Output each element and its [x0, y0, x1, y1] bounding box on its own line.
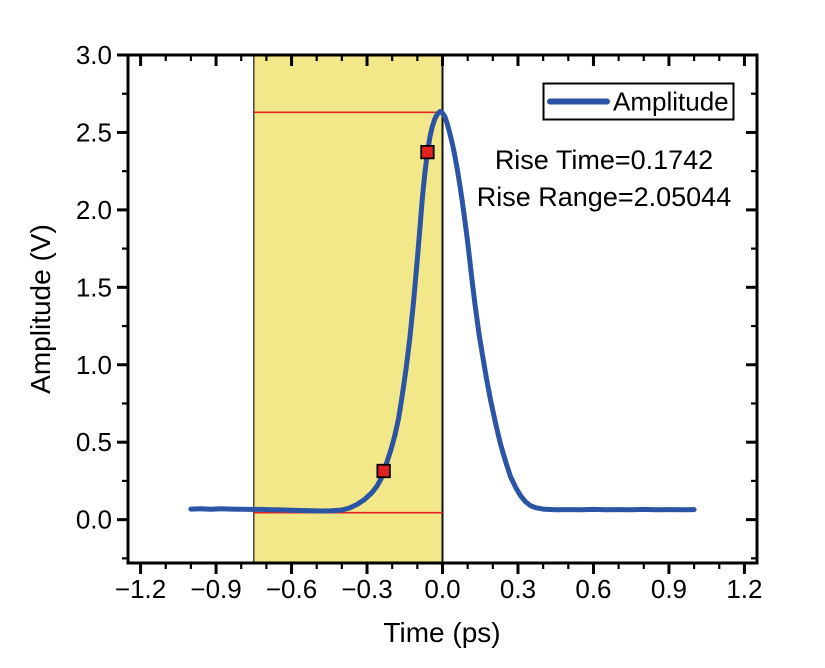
- axes-frame: [126, 53, 759, 565]
- amplitude-curve: [188, 109, 697, 514]
- x-tick-label: −0.9: [190, 574, 241, 604]
- legend: Amplitude: [542, 82, 735, 121]
- y-tick-label: 0.5: [76, 427, 112, 457]
- y-tick-label: 1.5: [76, 272, 112, 302]
- x-tick-label: −0.3: [341, 574, 392, 604]
- x-tick-label: 0.9: [651, 574, 687, 604]
- x-tick-label: −1.2: [115, 574, 166, 604]
- x-tick-label: 1.2: [726, 574, 762, 604]
- low-threshold-marker: [376, 463, 391, 479]
- x-axis-title: Time (ps): [383, 617, 500, 648]
- y-tick-label: 2.0: [76, 195, 112, 225]
- x-tick-label: −0.6: [266, 574, 317, 604]
- y-axis-title: Amplitude (V): [25, 224, 56, 394]
- y-tick-label: 1.0: [76, 350, 112, 380]
- y-tick-label: 2.5: [76, 117, 112, 147]
- x-tick-label: 0.6: [575, 574, 611, 604]
- legend-label: Amplitude: [613, 87, 729, 117]
- plot-area: −1.2 −0.9 −0.6 −0.3 0.0 0.3 0.6 0.9 1.2 0.0 0.5 1.0…: [76, 40, 763, 604]
- rise-range-annotation: Rise Range=2.05044: [477, 182, 731, 212]
- rise-time-annotation: Rise Time=0.1742: [495, 145, 713, 175]
- x-tick-label: 0.3: [500, 574, 536, 604]
- y-tick-label: 0.0: [76, 505, 112, 535]
- x-tick-label: 0.0: [424, 574, 460, 604]
- y-tick-label: 3.0: [76, 40, 112, 70]
- high-threshold-marker: [420, 144, 435, 160]
